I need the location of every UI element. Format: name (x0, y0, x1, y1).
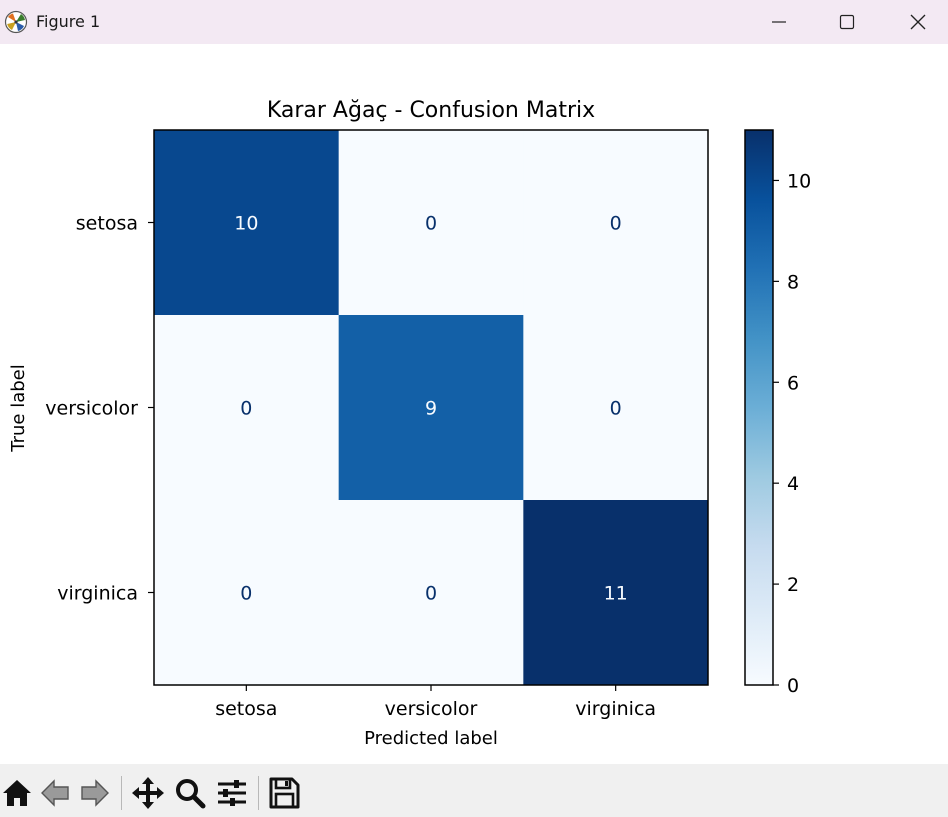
close-icon (910, 14, 926, 30)
toolbar-separator (258, 776, 259, 810)
save-icon (269, 777, 300, 809)
maximize-icon (839, 14, 855, 30)
chart-title: Karar Ağaç - Confusion Matrix (267, 98, 595, 123)
colorbar-tick-label: 10 (787, 170, 811, 192)
colorbar-tick-label: 8 (787, 271, 799, 293)
configure-subplots-button[interactable] (214, 774, 250, 812)
heatmap-cell (154, 315, 340, 501)
colorbar-tick-label: 4 (787, 473, 799, 495)
colorbar (744, 129, 774, 686)
pan-icon (132, 777, 164, 809)
x-axis-label: Predicted label (364, 728, 498, 749)
matplotlib-logo-icon (4, 10, 28, 34)
heatmap-cell (523, 500, 709, 686)
x-tick-label: setosa (215, 698, 277, 720)
minimize-button[interactable] (744, 0, 814, 44)
heatmap-cell (154, 500, 340, 686)
colorbar-tick-label: 2 (787, 574, 799, 596)
heatmap-cell (523, 130, 709, 316)
home-button[interactable] (0, 774, 36, 812)
zoom-icon (176, 779, 206, 809)
window-title: Figure 1 (36, 12, 101, 31)
heatmap-cell (154, 130, 340, 316)
heatmap-cells (154, 130, 709, 686)
cell-value-label: 0 (425, 583, 437, 605)
heatmap-cell (338, 315, 524, 501)
window-titlebar: Figure 1 (0, 0, 948, 44)
cell-value-label: 10 (234, 213, 258, 235)
y-tick-label: setosa (76, 213, 138, 235)
cell-value-label: 0 (610, 213, 622, 235)
y-tick-label: versicolor (45, 398, 138, 420)
colorbar-tick-label: 6 (787, 372, 799, 394)
back-button[interactable] (38, 774, 74, 812)
toolbar-separator (121, 776, 122, 810)
configure-subplots-icon (218, 780, 246, 806)
forward-button[interactable] (76, 774, 112, 812)
x-tick-label: versicolor (385, 698, 478, 720)
cell-value-label: 0 (610, 398, 622, 420)
heatmap-cell (338, 130, 524, 316)
cell-value-label: 0 (425, 213, 437, 235)
heatmap-cell (338, 500, 524, 686)
y-axis-label: True label (8, 364, 29, 453)
x-axis-ticks: setosa versicolor virginica (215, 685, 656, 720)
confusion-matrix-chart: Karar Ağaç - Confusion Matrix 10 0 00 9 00 0 1… (0, 44, 948, 764)
minimize-icon (772, 21, 786, 23)
cell-value-label: 9 (425, 398, 437, 420)
y-axis-ticks: setosa versicolor virginica (45, 213, 154, 605)
home-icon (3, 780, 31, 806)
cell-value-label: 0 (240, 583, 252, 605)
save-button[interactable] (266, 774, 302, 812)
colorbar-tick-label: 0 (787, 675, 799, 697)
heatmap-cell (523, 315, 709, 501)
maximize-button[interactable] (812, 0, 882, 44)
y-tick-label: virginica (57, 583, 138, 605)
colorbar-ticks: 0 2 4 6 8 10 (773, 170, 811, 697)
cell-value-label: 0 (240, 398, 252, 420)
cell-value-labels: 10 0 0 0 9 0 0 0 11 (234, 213, 628, 605)
pan-button[interactable] (130, 774, 166, 812)
zoom-button[interactable] (172, 774, 208, 812)
forward-icon (81, 779, 109, 807)
close-button[interactable] (883, 0, 948, 44)
x-tick-label: virginica (575, 698, 656, 720)
cell-value-label: 11 (604, 583, 628, 605)
back-icon (41, 779, 69, 807)
